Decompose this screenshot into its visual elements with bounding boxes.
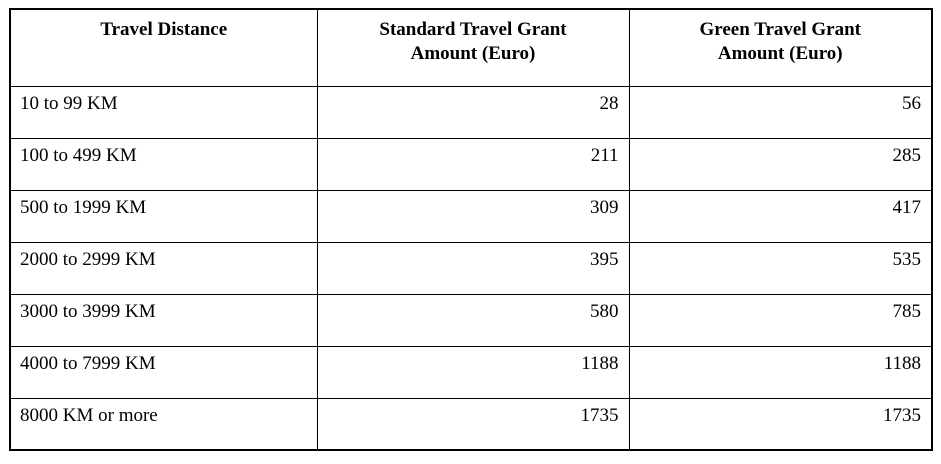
- header-standard-grant-line2: Amount (Euro): [410, 43, 536, 64]
- header-green-grant-line2: Amount (Euro): [717, 43, 843, 64]
- distance-cell: 2000 to 2999 KM: [9, 241, 318, 295]
- green-amount-cell: 285: [628, 137, 933, 191]
- green-amount-cell: 535: [628, 241, 933, 295]
- green-amount-cell: 1735: [628, 397, 933, 451]
- standard-amount-cell: 1735: [316, 397, 630, 451]
- table-row: 4000 to 7999 KM 1188 1188: [9, 345, 933, 399]
- standard-amount-cell: 211: [316, 137, 630, 191]
- distance-cell: 4000 to 7999 KM: [9, 345, 318, 399]
- green-amount-cell: 56: [628, 85, 933, 139]
- standard-amount-cell: 395: [316, 241, 630, 295]
- header-travel-distance: Travel Distance: [9, 8, 318, 87]
- distance-cell: 500 to 1999 KM: [9, 189, 318, 243]
- standard-amount-cell: 1188: [316, 345, 630, 399]
- standard-amount-cell: 580: [316, 293, 630, 347]
- header-standard-grant: Standard Travel Grant Amount (Euro): [316, 8, 630, 87]
- table-row: 2000 to 2999 KM 395 535: [9, 241, 933, 295]
- header-green-grant-line1: Green Travel Grant: [699, 19, 861, 40]
- table-row: 500 to 1999 KM 309 417: [9, 189, 933, 243]
- table-row: 10 to 99 KM 28 56: [9, 85, 933, 139]
- standard-amount-cell: 309: [316, 189, 630, 243]
- distance-cell: 10 to 99 KM: [9, 85, 318, 139]
- travel-grant-table: Travel Distance Standard Travel Grant Am…: [9, 8, 933, 451]
- green-amount-cell: 1188: [628, 345, 933, 399]
- table-row: 3000 to 3999 KM 580 785: [9, 293, 933, 347]
- distance-cell: 8000 KM or more: [9, 397, 318, 451]
- header-green-grant: Green Travel Grant Amount (Euro): [628, 8, 933, 87]
- table-header-row: Travel Distance Standard Travel Grant Am…: [9, 8, 933, 87]
- green-amount-cell: 417: [628, 189, 933, 243]
- table-row: 100 to 499 KM 211 285: [9, 137, 933, 191]
- header-travel-distance-label: Travel Distance: [100, 19, 228, 40]
- distance-cell: 3000 to 3999 KM: [9, 293, 318, 347]
- header-standard-grant-line1: Standard Travel Grant: [379, 19, 567, 40]
- green-amount-cell: 785: [628, 293, 933, 347]
- table-row: 8000 KM or more 1735 1735: [9, 397, 933, 451]
- standard-amount-cell: 28: [316, 85, 630, 139]
- distance-cell: 100 to 499 KM: [9, 137, 318, 191]
